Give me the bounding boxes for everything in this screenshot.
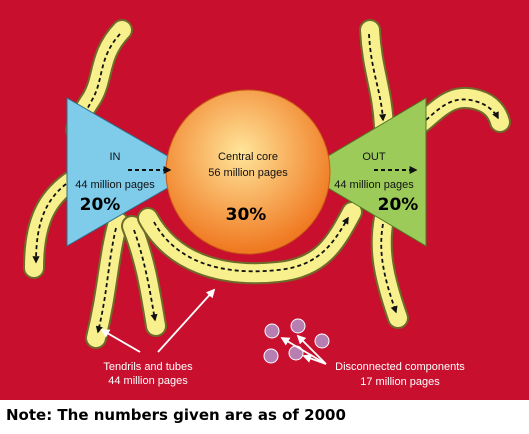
pointer-arrow-tube [157, 288, 216, 353]
flow-arrow-right-worm [425, 98, 499, 121]
disconnected-dot [314, 333, 330, 349]
out-title: OUT [362, 151, 386, 163]
disconnected-components [263, 318, 330, 364]
in-title: IN [110, 151, 121, 163]
tendril-bottom-a [87, 213, 127, 347]
flow-arrow-tube [153, 216, 349, 273]
flow-arrow-right-low [380, 223, 398, 314]
core-title: Central core [218, 151, 278, 163]
pointer-arrows [100, 288, 327, 365]
disconnected-title: Disconnected components [335, 361, 465, 373]
tube [139, 203, 361, 283]
footnote: Note: The numbers given are as of 2000 [6, 406, 346, 424]
flow-arrow-right-top [368, 33, 387, 122]
flow-arrow-bottom-b [133, 229, 158, 322]
out-size: 44 million pages [334, 179, 414, 191]
out-percent: 20% [378, 195, 419, 215]
disconnected-dot [264, 323, 280, 339]
tendrils-title: Tendrils and tubes [103, 361, 193, 373]
tendril-flow-arrows [32, 33, 499, 334]
core-percent: 30% [226, 205, 267, 225]
pointer-arrow-dot-b [296, 334, 327, 365]
pointer-arrow-dot-c [302, 354, 327, 365]
disconnected-size: 17 million pages [360, 376, 440, 388]
core-size: 56 million pages [208, 167, 288, 179]
disconnected-dot [263, 348, 279, 364]
tendrils-size: 44 million pages [108, 375, 188, 387]
flow-arrow-left-low [32, 183, 67, 264]
pointer-arrow-tendril-a [100, 329, 141, 353]
pointer-arrow-dot-a [280, 337, 327, 365]
disconnected-dot [288, 345, 304, 361]
disconnected-dot [290, 318, 306, 334]
flow-arrow-bottom-a [95, 227, 117, 334]
in-size: 44 million pages [75, 179, 155, 191]
in-percent: 20% [80, 195, 121, 215]
